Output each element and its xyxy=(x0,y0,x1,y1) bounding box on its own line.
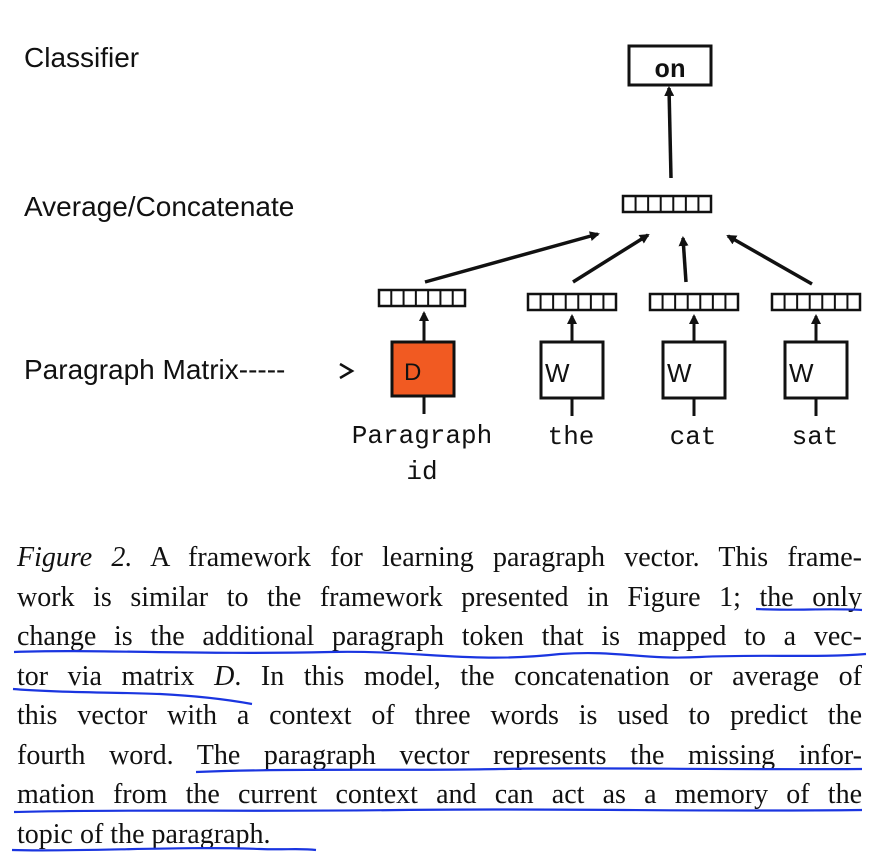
combined-vector xyxy=(621,194,713,214)
caption-line-8: topic of the paragraph. xyxy=(17,818,271,850)
caption-text-4a: tor via matrix xyxy=(17,660,215,692)
framework-diagram: Classifier Average/Concatenate Paragraph… xyxy=(24,42,862,487)
vec-d-frame xyxy=(377,288,467,308)
input-word-cat: cat xyxy=(670,422,717,452)
classifier-arrow xyxy=(664,86,675,179)
paragraph-matrix-box xyxy=(390,340,456,398)
paragraph-matrix-label: Paragraph Matrix----- xyxy=(24,354,285,385)
paragraph-matrix-box-label: D xyxy=(404,359,421,386)
classifier-label: Classifier xyxy=(24,42,139,73)
word-vector-cat xyxy=(648,292,740,312)
input-word-sat: sat xyxy=(792,422,839,452)
caption-line-3: change is the additional paragraph token… xyxy=(17,621,862,652)
word-vector-sat xyxy=(770,292,862,312)
arrow-the-to-combined xyxy=(572,233,650,284)
caption-line-5: this vector with a context of three word… xyxy=(17,700,862,731)
input-paragraph-label: Paragraph xyxy=(352,421,492,451)
arrow-paragraph-to-combined xyxy=(424,231,600,284)
average-concatenate-label: Average/Concatenate xyxy=(24,191,294,222)
vec-w3-frame xyxy=(770,292,862,312)
vec-w1-frame xyxy=(526,292,618,312)
caption-line-2: work is similar to the framework present… xyxy=(17,581,862,613)
paragraph-matrix-arrow-head xyxy=(339,362,355,380)
word-matrix-box-label-the: W xyxy=(545,358,570,388)
matrix-symbol: D xyxy=(214,660,235,692)
caption-line-4: tor via matrix D. In this model, the con… xyxy=(17,657,862,697)
word-matrix-box-label-sat: W xyxy=(789,358,814,388)
caption-line-7: mation from the current context and can … xyxy=(17,779,862,810)
paragraph-vector xyxy=(377,288,467,308)
output-word: on xyxy=(654,55,685,85)
caption-text-1: A framework for learning paragraph vecto… xyxy=(132,542,862,573)
vec-w2-frame xyxy=(648,292,740,312)
output-word-box xyxy=(627,44,713,87)
vec-top-frame xyxy=(621,194,713,214)
word-vector-the xyxy=(526,292,618,312)
word-matrix-box-label-cat: W xyxy=(667,358,692,388)
arrow-cat-to-combined xyxy=(678,236,689,283)
caption-line-6: fourth word. The paragraph vector repres… xyxy=(17,739,862,771)
word-matrix-box-cat xyxy=(661,340,727,400)
figure-label: Figure 2. xyxy=(17,542,133,573)
figure-caption: Figure 2. A framework for learning parag… xyxy=(17,538,862,854)
caption-line-1: Figure 2. A framework for learning parag… xyxy=(17,538,862,578)
input-word-the: the xyxy=(548,422,595,452)
arrow-sat-to-combined xyxy=(726,234,813,286)
input-paragraph-id-label: id xyxy=(406,457,437,487)
caption-text-4b: . In this model, the concatenation or av… xyxy=(234,660,862,692)
